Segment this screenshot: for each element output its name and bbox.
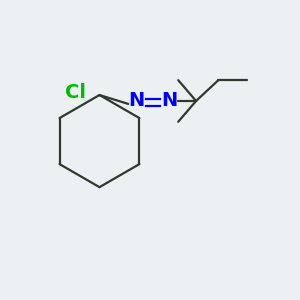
Text: Cl: Cl <box>65 82 86 101</box>
Text: N: N <box>128 92 145 110</box>
Text: N: N <box>161 92 177 110</box>
